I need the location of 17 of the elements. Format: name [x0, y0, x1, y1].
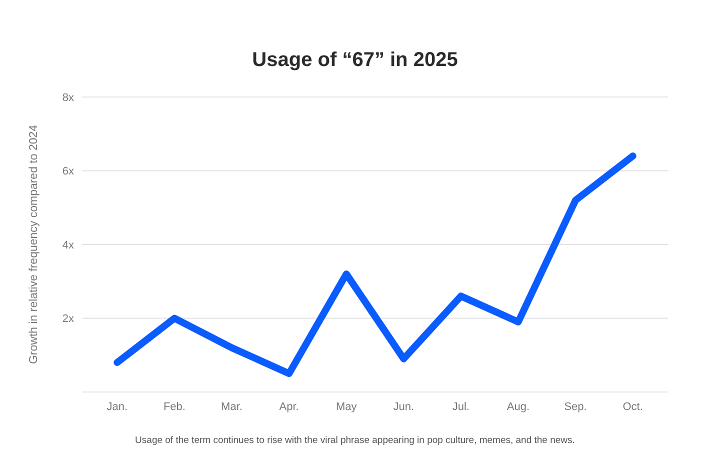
- x-tick-label: Apr.: [279, 401, 299, 413]
- x-tick-label: Jan.: [106, 401, 128, 413]
- text: Usage of the term continues to rise with the viral phrase appearing in pop culture, memes, and the news.: [135, 435, 575, 446]
- x-tick-label: Mar.: [221, 401, 242, 413]
- y-tick-label: 6x: [62, 166, 74, 178]
- x-tick-label: Jul.: [452, 401, 470, 413]
- y-tick-label: 2x: [62, 313, 74, 326]
- chart-title: Usage of “67” in 2025: [252, 49, 458, 71]
- x-tick-label: May: [336, 401, 358, 413]
- x-tick-label: Jun.: [393, 401, 414, 413]
- y-tick-label: 4x: [62, 239, 74, 252]
- y-axis-title: Growth in relative frequency compared to 2024: [28, 124, 40, 364]
- x-tick-label: Feb.: [163, 401, 186, 413]
- y-tick-label: 8x: [62, 92, 74, 104]
- x-tick-label: Aug.: [506, 401, 530, 413]
- x-tick-label: Sep.: [564, 401, 587, 413]
- x-tick-label: Oct.: [622, 401, 643, 413]
